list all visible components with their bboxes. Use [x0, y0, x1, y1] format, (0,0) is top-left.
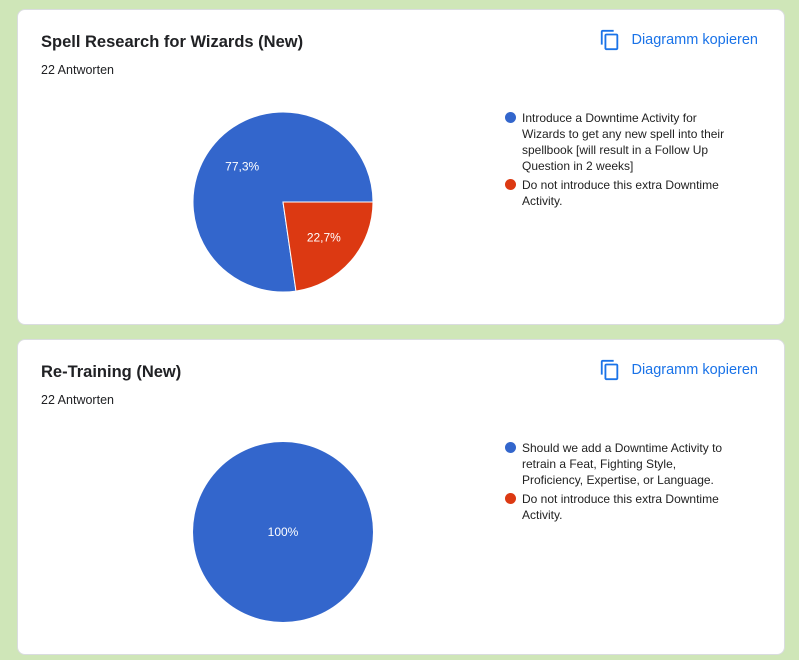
card-title: Spell Research for Wizards (New) — [41, 33, 304, 51]
pie-chart: 77,3% 22,7% — [192, 111, 374, 293]
legend-marker — [505, 112, 516, 123]
copy-chart-label: Diagramm kopieren — [631, 32, 758, 48]
card-title: Re-Training (New) — [41, 363, 182, 381]
legend-item: Introduce a Downtime Activity for Wizard… — [505, 110, 737, 174]
copy-chart-button[interactable]: Diagramm kopieren — [599, 28, 758, 52]
chart-legend: Introduce a Downtime Activity for Wizard… — [505, 110, 737, 212]
chart-legend: Should we add a Downtime Activity to ret… — [505, 440, 737, 526]
legend-label: Should we add a Downtime Activity to ret… — [522, 441, 723, 487]
chart-card-spell-research: Spell Research for Wizards (New) 22 Antw… — [17, 9, 785, 325]
copy-icon — [601, 29, 619, 51]
copy-chart-label: Diagramm kopieren — [631, 362, 758, 378]
response-count: 22 Antworten — [41, 63, 114, 77]
pie-slice — [193, 442, 373, 622]
legend-label: Do not introduce this extra Downtime Act… — [522, 492, 719, 522]
legend-marker — [505, 493, 516, 504]
legend-marker — [505, 442, 516, 453]
chart-card-re-training: Re-Training (New) 22 Antworten Diagramm … — [17, 339, 785, 655]
slice-label: 77,3% — [225, 160, 259, 174]
copy-chart-button[interactable]: Diagramm kopieren — [599, 358, 758, 382]
slice-label: 22,7% — [307, 230, 341, 244]
copy-icon — [601, 359, 619, 381]
pie-chart: 100% — [193, 442, 373, 622]
slice-label: 100% — [268, 525, 299, 539]
legend-label: Introduce a Downtime Activity for Wizard… — [522, 111, 725, 173]
legend-marker — [505, 179, 516, 190]
legend-label: Do not introduce this extra Downtime Act… — [522, 178, 719, 208]
legend-item: Do not introduce this extra Downtime Act… — [505, 491, 737, 523]
pie-slice — [282, 201, 374, 292]
legend-item: Do not introduce this extra Downtime Act… — [505, 177, 737, 209]
legend-item: Should we add a Downtime Activity to ret… — [505, 440, 737, 488]
response-count: 22 Antworten — [41, 393, 114, 407]
